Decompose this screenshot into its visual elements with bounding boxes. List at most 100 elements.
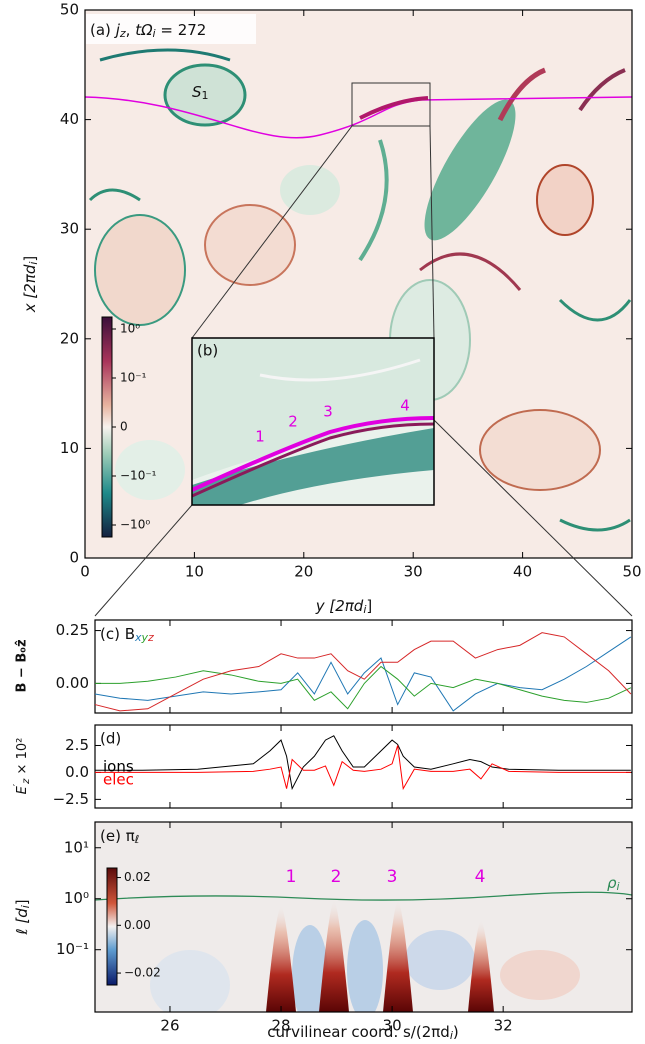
y-title-end: × 10² xyxy=(15,738,30,779)
pi-map xyxy=(95,822,632,1012)
time-sub: i xyxy=(153,27,156,40)
y-tick-label: 40 xyxy=(60,110,79,128)
region-sub: 1 xyxy=(202,89,209,102)
colorbar xyxy=(101,316,113,538)
plot-frame xyxy=(84,9,633,559)
peak-label: 4 xyxy=(475,867,486,887)
series-line xyxy=(94,632,632,712)
peak-label: 1 xyxy=(286,867,297,887)
inset-peak-label: 3 xyxy=(323,403,333,421)
peak-label: 2 xyxy=(331,867,342,887)
x-tick-label: 10 xyxy=(185,563,204,581)
inset-peak-label: 1 xyxy=(255,428,265,446)
y-tick-label: 20 xyxy=(60,329,79,347)
panel-title-sub: ℓ xyxy=(134,833,140,846)
colorbar-tick-label: 0 xyxy=(120,420,128,434)
legend-entry: x xyxy=(134,631,142,644)
y-title-end: ] xyxy=(13,899,31,905)
zoom-box xyxy=(351,82,431,127)
legend-entry: ions xyxy=(103,758,134,776)
zoom-connector xyxy=(94,504,193,617)
x-tick-label: 30 xyxy=(383,1017,402,1035)
panel-title: (e) πℓ xyxy=(100,827,139,847)
curve-sub: i xyxy=(617,880,620,893)
x-title-sub: i xyxy=(363,603,366,616)
y-title-end: ] xyxy=(21,256,39,262)
y-tick-label: 10⁻¹ xyxy=(56,940,89,958)
series-line xyxy=(95,745,631,791)
y-tick-label: 0.0 xyxy=(65,763,89,781)
panel-title: (d) xyxy=(100,730,121,748)
legend-entry: elec xyxy=(103,771,134,789)
panel-letter: (a) xyxy=(90,21,111,39)
x-tick-label: 30 xyxy=(404,563,423,581)
x-title-text: curvilinear coord. s/(2πd xyxy=(267,1023,450,1041)
y-title-text: ℓ [d xyxy=(13,908,31,936)
y-title-sub: z xyxy=(21,778,32,785)
zoom-connector xyxy=(433,419,633,617)
y-tick-label: −2.5 xyxy=(53,790,89,808)
legend-entry: y xyxy=(141,631,149,644)
x-tick-label: 50 xyxy=(622,563,641,581)
x-tick-label: 28 xyxy=(271,1017,290,1035)
y-title-text: E xyxy=(15,785,30,794)
x-title-end: ] xyxy=(366,597,372,615)
y-tick-label: 10¹ xyxy=(64,838,89,856)
inset-frame xyxy=(191,337,435,506)
colorbar-tick-label: 0.02 xyxy=(124,870,151,884)
y-axis-title: x [2πdi] xyxy=(21,256,41,314)
y-tick-label: 2.5 xyxy=(65,736,89,754)
panel-label: (a) jz, tΩi = 272 xyxy=(90,21,206,41)
label-box xyxy=(86,14,256,44)
colorbar-tick-label: 0.00 xyxy=(124,918,151,932)
panel-title: (c) Bxyz xyxy=(100,625,154,645)
x-tick-label: 20 xyxy=(294,563,313,581)
x-title-sub: i xyxy=(450,1029,453,1042)
colorbar-tick-label: −0.02 xyxy=(124,966,161,980)
plot-frame xyxy=(94,724,633,809)
y-title-sub: i xyxy=(27,262,40,265)
x-title-end: ) xyxy=(453,1023,459,1041)
region-label: S1 xyxy=(192,83,209,103)
colorbar-tick-label: −10⁰ xyxy=(120,518,150,532)
panel-title-text: (c) B xyxy=(100,625,135,643)
inset-peak-label: 4 xyxy=(400,397,410,415)
zoom-connector xyxy=(429,125,435,339)
inset-label: (b) xyxy=(197,342,218,360)
colorbar xyxy=(106,867,118,986)
y-title-sup: ′ xyxy=(12,783,23,786)
plot-frame xyxy=(94,821,633,1013)
series-line xyxy=(95,735,631,791)
y-tick-label: 50 xyxy=(60,1,79,19)
curve-symbol: ρ xyxy=(607,874,617,892)
x-axis-title: curvilinear coord. s/(2πdi) xyxy=(267,1023,458,1043)
series-line xyxy=(94,636,632,712)
y-tick-label: 0.00 xyxy=(56,674,89,692)
y-tick-label: 30 xyxy=(60,220,79,238)
y-tick-label: 0 xyxy=(69,549,79,567)
colorbar-tick-label: 10⁰ xyxy=(120,322,140,336)
x-tick-label: 26 xyxy=(160,1017,179,1035)
y-axis-title: E′z × 10² xyxy=(12,738,32,795)
y-tick-label: 0.25 xyxy=(56,621,89,639)
x-title-text: y [2πd xyxy=(315,597,364,615)
colorbar-tick-label: −10⁻¹ xyxy=(120,469,157,483)
region-symbol: S xyxy=(192,83,202,101)
colorbar-tick-label: 10⁻¹ xyxy=(120,371,147,385)
time-value: = 272 xyxy=(160,21,206,39)
x-tick-label: 0 xyxy=(80,563,90,581)
legend-entry: z xyxy=(147,631,154,644)
y-title-sub: i xyxy=(19,905,32,908)
peak-label: 3 xyxy=(387,867,398,887)
y-axis-title: ℓ [di] xyxy=(13,899,33,935)
time: tΩ xyxy=(135,21,153,39)
x-tick-label: 40 xyxy=(513,563,532,581)
plot-frame xyxy=(94,619,633,714)
panel-title-text: (e) π xyxy=(100,827,135,845)
inset-map xyxy=(192,338,434,505)
x-tick-label: 32 xyxy=(494,1017,513,1035)
y-axis-title: B − B₀ẑ xyxy=(15,639,30,692)
